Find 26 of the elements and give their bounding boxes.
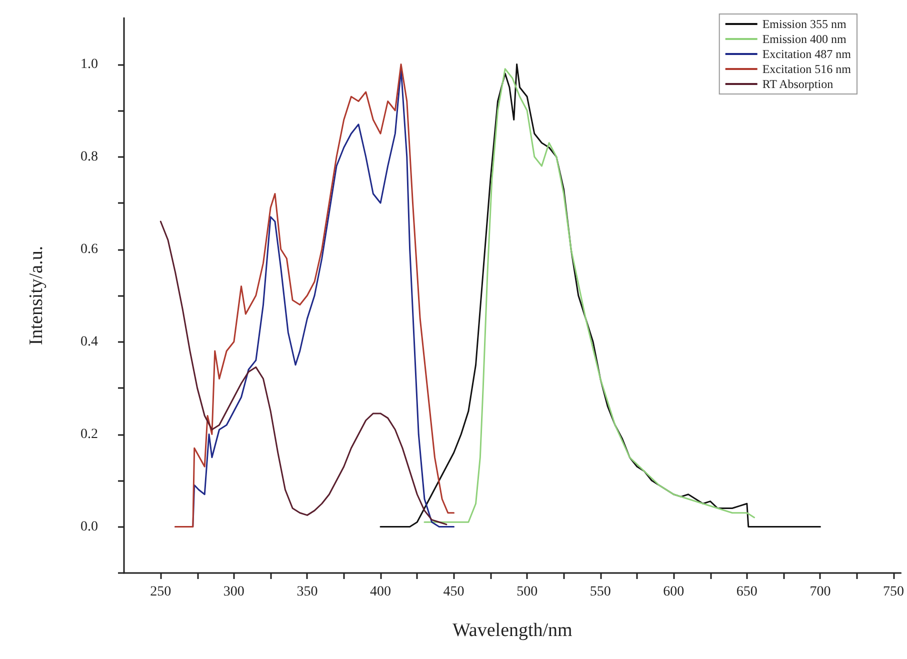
x-tick-label: 300 — [223, 584, 244, 600]
y-tick-label: 0.0 — [80, 519, 98, 534]
x-axis-title: Wavelength/nm — [452, 620, 573, 641]
legend-label: Excitation 516 nm — [762, 62, 852, 76]
legend-label: RT Absorption — [762, 77, 834, 91]
x-tick-label: 750 — [883, 584, 904, 600]
legend-label: Emission 400 nm — [762, 32, 848, 46]
x-tick-label: 350 — [296, 584, 318, 600]
x-tick-label: 550 — [590, 584, 611, 600]
y-tick-label: 0.4 — [80, 334, 98, 350]
y-tick-label: 0.8 — [80, 149, 98, 164]
x-tick-label: 250 — [150, 584, 172, 600]
y-tick-label: 0.6 — [80, 242, 98, 257]
x-tick-label: 450 — [443, 584, 464, 600]
y-tick-label: 0.2 — [80, 426, 98, 442]
y-tick-label: 1.0 — [80, 56, 98, 72]
x-tick-label: 600 — [663, 584, 684, 600]
legend-label: Excitation 487 nm — [762, 47, 852, 61]
legend-label: Emission 355 nm — [762, 17, 848, 31]
x-tick-label: 500 — [516, 584, 538, 600]
line-series — [160, 220, 448, 526]
y-axis-title: Intensity/a.u. — [26, 246, 47, 346]
line-series — [424, 68, 756, 523]
x-tick-label: 700 — [810, 584, 831, 600]
x-tick-label: 650 — [736, 584, 758, 600]
x-tick-label: 400 — [370, 584, 391, 600]
